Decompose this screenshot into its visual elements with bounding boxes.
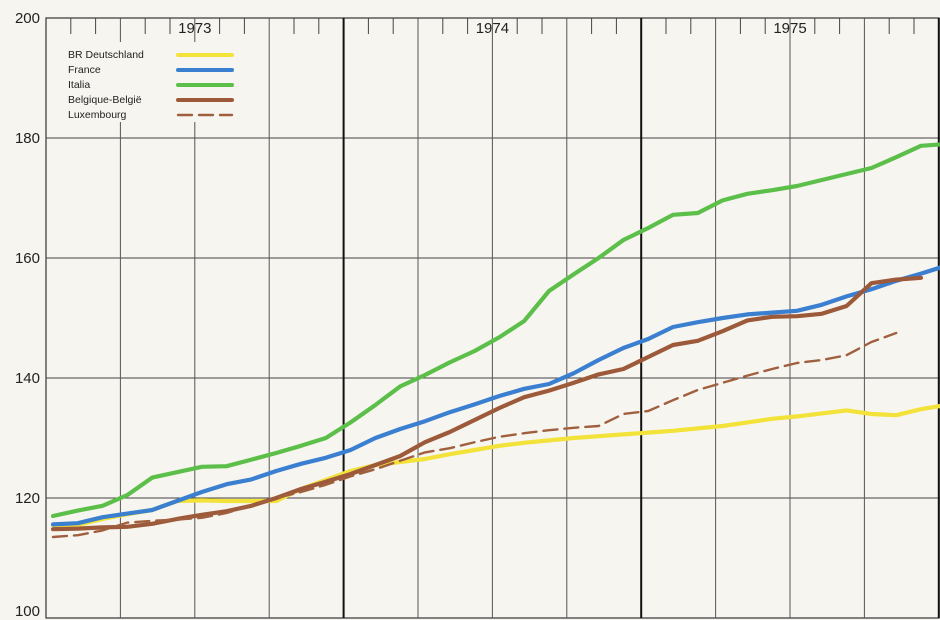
series-line-br-deutschland xyxy=(50,403,940,528)
legend-label: Luxembourg xyxy=(68,109,127,121)
year-labels: 1973 1974 1975 xyxy=(178,20,807,37)
y-axis-tick-labels: 200 180 160 140 120 100 xyxy=(15,10,40,620)
legend-label: France xyxy=(68,64,101,76)
legend-label: Belgique-België xyxy=(68,94,142,106)
y-tick-label: 180 xyxy=(15,130,40,147)
y-tick-label: 200 xyxy=(15,10,40,27)
y-tick-label: 120 xyxy=(15,490,40,507)
legend: BR Deutschland France Italia Belgique-Belgi… xyxy=(62,42,242,122)
year-label: 1975 xyxy=(773,20,806,37)
y-tick-label: 160 xyxy=(15,250,40,267)
y-tick-label: 100 xyxy=(15,603,40,620)
series-line-italia xyxy=(50,142,940,519)
year-label: 1974 xyxy=(476,20,509,37)
series-lines xyxy=(50,142,940,539)
y-tick-label: 140 xyxy=(15,370,40,387)
series-line-france xyxy=(50,265,940,527)
series-line-luxembourg xyxy=(51,331,898,539)
legend-label: Italia xyxy=(68,79,90,91)
series-line-belgique-belgi- xyxy=(50,275,924,532)
year-label: 1973 xyxy=(178,20,211,37)
legend-label: BR Deutschland xyxy=(68,49,144,61)
